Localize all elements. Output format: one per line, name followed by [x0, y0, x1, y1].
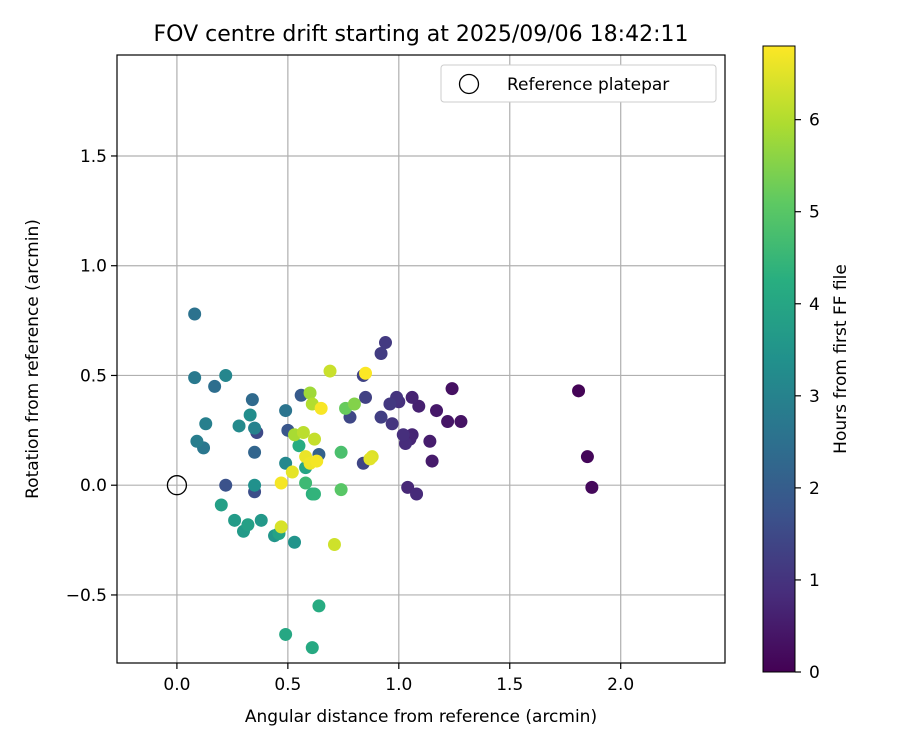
y-tick-label: 0.5: [80, 366, 107, 386]
scatter-point: [585, 480, 599, 494]
scatter-point: [296, 426, 310, 440]
scatter-point: [410, 487, 424, 501]
chart-title: FOV centre drift starting at 2025/09/06 …: [154, 22, 689, 47]
x-tick-label: 2.0: [607, 675, 634, 695]
scatter-point: [303, 386, 317, 400]
scatter-point: [299, 476, 313, 490]
colorbar-gradient: [762, 45, 796, 673]
scatter-point: [425, 454, 439, 468]
plot-area: [116, 54, 726, 664]
scatter-point: [378, 336, 392, 350]
colorbar-ticks: 0 1 2 3 4 5 6: [795, 111, 820, 683]
scatter-point: [385, 417, 399, 431]
y-axis-ticks: −0.5 0.0 0.5 1.0 1.5: [66, 147, 117, 606]
colorbar: 0 1 2 3 4 5 6 Hours from first FF file: [762, 45, 851, 683]
scatter-point: [248, 478, 262, 492]
colorbar-tick-label: 1: [809, 571, 820, 591]
scatter-point: [374, 347, 388, 361]
reference-platepar-marker: [166, 475, 188, 496]
colorbar-tick-label: 0: [809, 663, 820, 683]
scatter-point: [334, 483, 348, 497]
scatter-point: [307, 487, 321, 501]
scatter-point: [274, 520, 288, 534]
x-axis-label: Angular distance from reference (arcmin): [245, 707, 597, 727]
scatter-point: [279, 404, 293, 418]
scatter-point: [423, 434, 437, 448]
legend-marker-reference-platepar: [458, 73, 480, 95]
scatter-point: [219, 368, 233, 382]
legend-box: [440, 64, 717, 103]
scatter-point: [248, 445, 262, 459]
scatter-point: [383, 397, 397, 411]
legend: Reference platepar: [440, 64, 717, 103]
scatter-point: [219, 478, 233, 492]
scatter-point: [405, 390, 419, 404]
colorbar-tick-label: 4: [809, 295, 820, 315]
scatter-point: [580, 450, 594, 464]
scatter-point: [279, 627, 293, 641]
scatter-point: [374, 410, 388, 424]
scatter-point: [401, 480, 415, 494]
y-axis-label: Rotation from reference (arcmin): [23, 219, 43, 499]
scatter-point: [323, 364, 337, 378]
scatter-points: [188, 307, 599, 655]
scatter-point: [359, 390, 373, 404]
x-tick-label: 1.0: [385, 675, 412, 695]
scatter-point: [188, 371, 202, 385]
colorbar-tick-label: 2: [809, 479, 820, 499]
scatter-point: [454, 415, 468, 429]
colorbar-tick-label: 3: [809, 387, 820, 407]
legend-label: Reference platepar: [507, 75, 669, 95]
y-tick-label: 1.5: [80, 147, 107, 167]
x-axis-ticks: 0.0 0.5 1.0 1.5 2.0: [163, 663, 634, 695]
x-tick-label: 0.5: [274, 675, 301, 695]
scatter-point: [248, 421, 262, 435]
scatter-point: [199, 417, 213, 431]
scatter-point: [312, 599, 326, 613]
scatter-point: [232, 419, 246, 433]
scatter-point: [285, 465, 299, 479]
scatter-point: [188, 307, 202, 321]
scatter-point: [307, 432, 321, 446]
y-tick-label: −0.5: [66, 586, 107, 606]
scatter-point: [214, 498, 228, 512]
scatter-point: [359, 366, 373, 380]
y-tick-label: 1.0: [80, 257, 107, 277]
scatter-point: [245, 393, 259, 407]
grid: [117, 55, 725, 663]
scatter-point: [445, 382, 459, 396]
scatter-point: [190, 434, 204, 448]
scatter-point: [327, 537, 341, 551]
colorbar-tick-label: 6: [809, 111, 820, 131]
scatter-point: [441, 415, 455, 429]
colorbar-tick-label: 5: [809, 203, 820, 223]
scatter-point: [572, 384, 586, 398]
scatter-point: [310, 454, 324, 468]
y-tick-label: 0.0: [80, 476, 107, 496]
x-tick-label: 1.5: [496, 675, 523, 695]
scatter-point: [208, 379, 222, 393]
scatter-point: [430, 404, 444, 418]
scatter-point: [334, 445, 348, 459]
scatter-point: [228, 513, 242, 527]
scatter-point: [292, 439, 306, 453]
x-tick-label: 0.0: [163, 675, 190, 695]
scatter-point: [305, 641, 319, 655]
scatter-point: [396, 428, 410, 442]
scatter-point: [314, 401, 328, 415]
scatter-point: [363, 452, 377, 466]
colorbar-label: Hours from first FF file: [831, 264, 851, 454]
scatter-point: [241, 518, 255, 532]
scatter-point: [347, 397, 361, 411]
scatter-point: [243, 408, 257, 422]
scatter-point: [274, 476, 288, 490]
scatter-point: [288, 535, 302, 549]
scatter-point: [254, 513, 268, 527]
